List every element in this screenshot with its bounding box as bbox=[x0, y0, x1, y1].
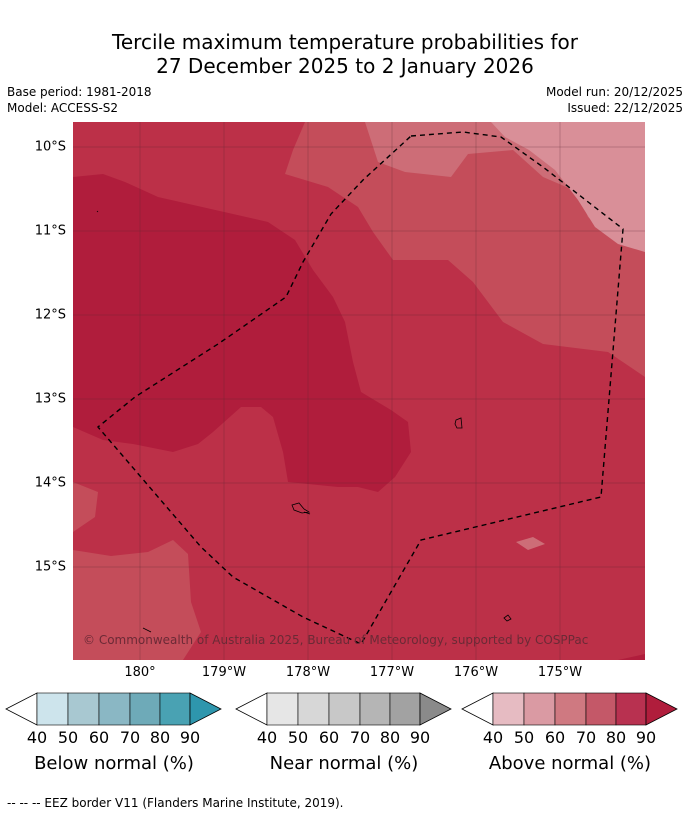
tick-below-70: 70 bbox=[119, 728, 141, 747]
copyright-notice: © Commonwealth of Australia 2025, Bureau… bbox=[83, 633, 589, 647]
lon-label-179w: 179°W bbox=[201, 665, 247, 680]
title-line-2: 27 December 2025 to 2 January 2026 bbox=[156, 54, 534, 78]
colorbar-above bbox=[461, 692, 678, 726]
lon-label-176w: 176°W bbox=[453, 665, 499, 680]
colorbar-near bbox=[235, 692, 452, 726]
lat-label-14s: 14°S bbox=[34, 475, 66, 491]
model-name: Model: ACCESS-S2 bbox=[7, 101, 119, 115]
band-60-south-patch bbox=[516, 537, 545, 550]
colorbar-above-swatch-40-50 bbox=[492, 692, 525, 726]
colorbar-near-svg bbox=[235, 692, 452, 726]
colorbar-above-title: Above normal (%) bbox=[488, 753, 652, 774]
band-70-southwest-corner bbox=[73, 540, 201, 660]
colorbar-below-title: Below normal (%) bbox=[34, 753, 194, 774]
colorbar-below-swatch-40-50 bbox=[36, 692, 69, 726]
island-east bbox=[454, 417, 463, 429]
colorbar-below bbox=[5, 692, 222, 726]
tick-above-90: 90 bbox=[635, 728, 657, 747]
island-west-dot bbox=[96, 210, 99, 213]
colorbar-near-max-arrow bbox=[419, 692, 452, 726]
base-period: Base period: 1981-2018 bbox=[7, 85, 152, 99]
probability-map[interactable] bbox=[73, 122, 645, 660]
gridlines bbox=[73, 122, 645, 660]
colorbar-near-swatch-80-90 bbox=[389, 692, 421, 726]
lon-label-175w: 175°W bbox=[537, 665, 583, 680]
colorbar-below-swatch-50-60 bbox=[67, 692, 100, 726]
colorbar-above-swatch-60-70 bbox=[554, 692, 587, 726]
colorbar-near-title: Near normal (%) bbox=[269, 753, 419, 774]
band-50-northeast bbox=[491, 122, 645, 252]
lat-label-12s: 12°S bbox=[34, 307, 66, 323]
island-south-b bbox=[303, 511, 311, 515]
band-70-northeast bbox=[285, 122, 645, 377]
tick-near-80: 80 bbox=[379, 728, 401, 747]
tick-near-90: 90 bbox=[409, 728, 431, 747]
meta-left: Base period: 1981-2018 Model: ACCESS-S2 bbox=[7, 84, 152, 116]
colorbar-near-swatch-70-80 bbox=[359, 692, 391, 726]
lon-label-177w: 177°W bbox=[369, 665, 415, 680]
meta-right: Model run: 20/12/2025 Issued: 22/12/2025 bbox=[546, 84, 683, 116]
colorbar-below-swatch-60-70 bbox=[98, 692, 131, 726]
colorbar-above-swatch-70-80 bbox=[585, 692, 617, 726]
tick-above-60: 60 bbox=[544, 728, 566, 747]
band-90-southeast-edge bbox=[618, 654, 645, 660]
colorbar-above-swatch-80-90 bbox=[615, 692, 647, 726]
tick-near-40: 40 bbox=[256, 728, 278, 747]
tick-above-50: 50 bbox=[513, 728, 535, 747]
tick-near-50: 50 bbox=[287, 728, 309, 747]
colorbar-below-max-arrow bbox=[189, 692, 222, 726]
colorbar-above-min-arrow bbox=[461, 692, 494, 726]
tick-below-80: 80 bbox=[149, 728, 171, 747]
colorbar-above-svg bbox=[461, 692, 678, 726]
tick-near-70: 70 bbox=[349, 728, 371, 747]
colorbar-below-min-arrow bbox=[5, 692, 38, 726]
lat-label-11s: 11°S bbox=[34, 223, 66, 239]
model-run: Model run: 20/12/2025 bbox=[545, 85, 683, 99]
tick-near-60: 60 bbox=[318, 728, 340, 747]
lat-label-13s: 13°S bbox=[34, 391, 66, 407]
chart-title: Tercile maximum temperature probabilitie… bbox=[0, 30, 690, 78]
tick-above-70: 70 bbox=[575, 728, 597, 747]
issued-date: Issued: 22/12/2025 bbox=[567, 101, 683, 115]
colorbar-below-swatch-80-90 bbox=[159, 692, 191, 726]
band-70-southwest bbox=[73, 482, 98, 532]
colorbar-near-min-arrow bbox=[235, 692, 268, 726]
colorbar-below-svg bbox=[5, 692, 222, 726]
islands bbox=[96, 210, 512, 633]
island-southeast bbox=[503, 614, 512, 622]
tick-below-40: 40 bbox=[26, 728, 48, 747]
tick-below-60: 60 bbox=[88, 728, 110, 747]
colorbar-above-max-arrow bbox=[645, 692, 678, 726]
colorbar-near-swatch-50-60 bbox=[297, 692, 330, 726]
colorbar-above-swatch-50-60 bbox=[523, 692, 556, 726]
colorbar-near-swatch-60-70 bbox=[328, 692, 361, 726]
island-southwest bbox=[142, 627, 152, 633]
tick-below-50: 50 bbox=[57, 728, 79, 747]
map-canvas bbox=[73, 122, 645, 660]
eez-border bbox=[96, 131, 624, 645]
colorbar-near-swatch-40-50 bbox=[266, 692, 299, 726]
eez-footnote: -- -- -- EEZ border V11 (Flanders Marine… bbox=[7, 796, 344, 810]
lon-label-180: 180° bbox=[124, 665, 156, 680]
lat-label-15s: 15°S bbox=[34, 559, 66, 575]
tick-above-80: 80 bbox=[605, 728, 627, 747]
colorbar-below-swatch-70-80 bbox=[129, 692, 161, 726]
lat-label-10s: 10°S bbox=[34, 139, 66, 155]
band-90-west bbox=[73, 174, 411, 492]
tick-below-90: 90 bbox=[179, 728, 201, 747]
island-south-a bbox=[291, 502, 311, 514]
tick-above-40: 40 bbox=[482, 728, 504, 747]
title-line-1: Tercile maximum temperature probabilitie… bbox=[112, 30, 578, 54]
lon-label-178w: 178°W bbox=[285, 665, 331, 680]
